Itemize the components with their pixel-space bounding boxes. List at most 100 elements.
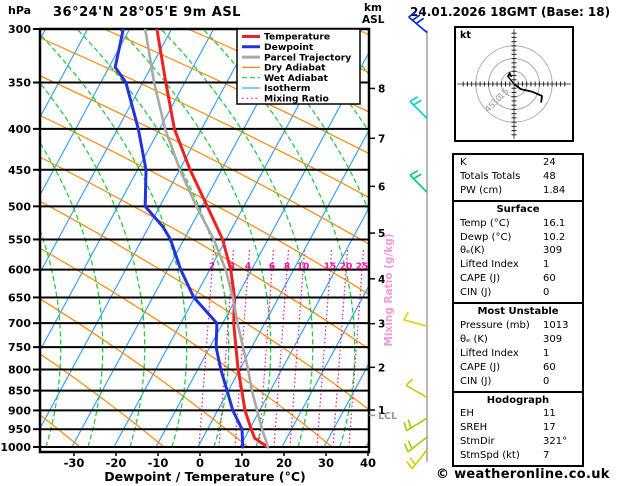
table-row: θₑ(K) 309	[454, 244, 582, 258]
temp-tick-label: 30	[318, 456, 334, 470]
table-row-value: 48	[543, 170, 556, 182]
table-row-label: Pressure (mb)	[460, 319, 530, 331]
pressure-tick-label: 550	[8, 233, 31, 246]
table-section-header: Hodograph	[486, 394, 550, 406]
table-row: PW (cm) 1.84	[454, 184, 582, 198]
wind-barb	[409, 96, 428, 119]
km-tick-label: 7	[378, 133, 385, 145]
pressure-tick-label: 1000	[0, 441, 31, 454]
wind-barb-feather	[405, 378, 414, 387]
parcel-trajectory-curve	[143, 29, 270, 449]
isotherm-line	[41, 29, 131, 195]
isotherm-line	[197, 130, 368, 448]
legend-item-label: Isotherm	[264, 83, 310, 94]
temp-tick-label: 40	[360, 456, 376, 470]
table-row: CIN (J) 0	[454, 375, 582, 389]
hodograph-trace	[513, 83, 543, 103]
km-axis: 8 7 6 5 4 3 2 1 Mixing Ratio (g/kg) LCL	[369, 83, 397, 422]
mixing-ratio-value-label: 20	[340, 262, 353, 272]
wind-barb-feather	[403, 311, 410, 321]
table-row: CAPE (J) 60	[454, 272, 582, 286]
wind-barb-feather	[413, 99, 422, 106]
wet-adiabat-line	[41, 83, 146, 448]
pressure-tick-label: 600	[8, 264, 31, 277]
table-row-value: 24	[543, 157, 556, 168]
isotherm-line	[0, 29, 4, 447]
table-row-label: Lifted Index	[460, 347, 519, 359]
km-tick-label: 8	[378, 83, 385, 95]
datetime-label: 24.01.2026 18GMT (Base: 18)	[410, 5, 611, 19]
wind-barb-feather	[403, 443, 409, 453]
table-row: Totals Totals 48	[454, 170, 582, 184]
storm-motion-vector	[506, 75, 515, 85]
wet-adiabat-line	[160, 29, 314, 448]
table-section: Hodograph EH 11 SREH 17 StmDir 321° StmSpd (kt)…	[454, 390, 582, 466]
table-row-value: 321°	[543, 436, 568, 448]
table-row: Lifted Index 1	[454, 258, 582, 272]
km-tick-label: 1	[378, 405, 385, 417]
table-row-label: Totals Totals	[460, 170, 521, 182]
table-row-label: SREH	[460, 422, 488, 434]
table-row: StmDir 321°	[454, 435, 582, 449]
temp-tick-label: -30	[64, 456, 85, 470]
table-row-label: θₑ (K)	[460, 333, 488, 345]
pressure-tick-label: 750	[8, 341, 31, 354]
wind-barb-shaft	[409, 100, 428, 119]
wind-barb-feather	[409, 170, 419, 176]
lcl-label: LCL	[378, 411, 397, 422]
wind-barb	[409, 170, 428, 193]
wind-barb	[408, 11, 428, 34]
mixing-ratio-value-label: 6	[269, 262, 275, 272]
mixing-ratio-value-label: 2	[209, 262, 215, 272]
wind-barb-feather	[407, 440, 413, 450]
table-row-value: 7	[543, 450, 550, 462]
temp-tick-label: 20	[276, 456, 292, 470]
dry-adiabat-line	[41, 353, 165, 448]
mixing-ratio-value-label: 10	[297, 262, 310, 272]
isotherm-line	[41, 29, 173, 273]
pressure-tick-label: 900	[8, 404, 31, 417]
mixing-ratio-axis-label: Mixing Ratio (g/kg)	[383, 233, 395, 346]
mixing-ratio-value-label: 4	[245, 262, 251, 272]
table-row-label: K	[460, 157, 467, 168]
isotherm-line	[41, 29, 257, 428]
location-title: 36°24'N 28°05'E 9m ASL	[53, 5, 241, 20]
wind-barb-feather	[413, 173, 422, 180]
temp-tick-label: -20	[106, 456, 127, 470]
pressure-tick-label: 850	[8, 385, 31, 398]
wind-barb-shaft	[409, 174, 428, 193]
isotherm-line	[41, 29, 215, 350]
table-row: EH 11	[454, 407, 582, 421]
legend-box	[236, 28, 361, 105]
km-tick-label: 5	[378, 228, 385, 240]
mixing-ratio-value-label: 8	[284, 262, 290, 272]
wet-adiabat-line	[41, 230, 62, 448]
wind-barb-feather	[408, 11, 417, 18]
legend-item-label: Temperature	[264, 32, 330, 43]
pressure-tick-label: 450	[8, 164, 31, 177]
mixing-ratio-lines	[198, 249, 365, 448]
table-row: Dewp (°C) 10.2	[454, 231, 582, 245]
wind-barbs	[403, 11, 428, 470]
table-row-label: CIN (J)	[460, 375, 492, 387]
wet-adiabat-line	[41, 34, 188, 448]
table-row: StmSpd (kt) 7	[454, 449, 582, 463]
pressure-tick-label: 350	[8, 77, 31, 90]
mixing-ratio-line	[273, 249, 290, 448]
data-table: K 24 Totals Totals 48 PW (cm) 1.84 Surface Temp…	[452, 153, 584, 468]
wind-barb-feather	[409, 96, 419, 103]
pressure-tick-label: 800	[8, 364, 31, 377]
mixing-ratio-value-label: 25	[356, 262, 369, 272]
pressure-tick-label: 500	[8, 200, 31, 213]
table-row: CIN (J) 0	[454, 286, 582, 300]
table-row-label: Lifted Index	[460, 259, 519, 271]
isotherm-line	[239, 208, 368, 448]
wind-barb-feather	[411, 14, 421, 21]
table-row-value: 60	[543, 361, 556, 373]
wind-barb	[403, 311, 428, 327]
table-row-label: CAPE (J)	[460, 361, 501, 373]
